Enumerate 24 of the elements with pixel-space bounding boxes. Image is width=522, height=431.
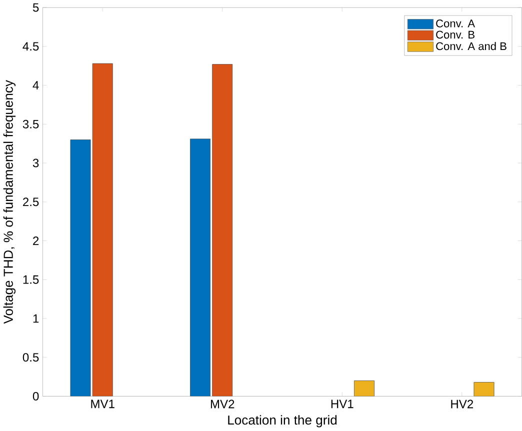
y-tick-label: 0.5 <box>22 353 39 362</box>
bar <box>354 380 374 396</box>
y-tick-label: 3 <box>32 158 39 168</box>
bar <box>474 382 494 396</box>
y-tick-label: 2.5 <box>23 198 39 206</box>
y-axis-title: Voltage THD, % of fundamental frequency <box>3 80 16 324</box>
y-tick-label: 1 <box>33 314 39 323</box>
legend-label: Conv. A <box>436 20 476 28</box>
y-tick-label: 1.5 <box>23 276 39 284</box>
x-axis-title: Location in the grid <box>228 415 337 428</box>
x-tick-label: MV2 <box>210 400 234 408</box>
x-tick-label: HV2 <box>451 400 474 408</box>
x-tick-label: HV1 <box>331 400 354 408</box>
y-tick-label: 2 <box>33 236 39 246</box>
y-tick-label: 3.5 <box>22 120 39 129</box>
y-tick-label: 5 <box>32 4 39 12</box>
y-tick-label: 0 <box>32 392 39 401</box>
bar <box>92 64 113 396</box>
legend-label: Conv. A and B <box>436 42 506 50</box>
bar <box>212 64 233 396</box>
y-tick-label: 4 <box>32 81 39 90</box>
y-tick-label: 4.5 <box>22 42 39 51</box>
legend-label: Conv. B <box>436 30 474 39</box>
x-tick-label: MV1 <box>91 400 114 408</box>
